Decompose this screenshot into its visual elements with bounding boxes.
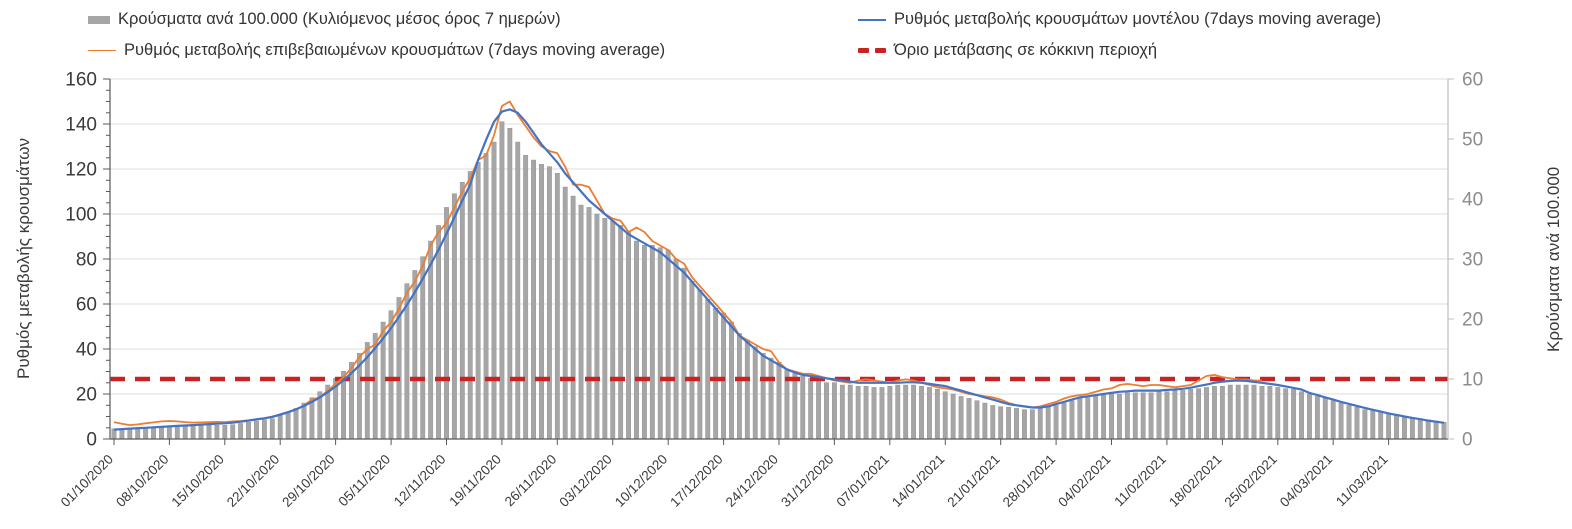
x-axis-tick-label: 21/01/2021 bbox=[944, 452, 1002, 510]
bars-swatch-icon bbox=[88, 15, 110, 24]
legend-label-model-rate: Ρυθμός μεταβολής κρουσμάτων μοντέλου (7d… bbox=[894, 10, 1382, 28]
legend-item-red-threshold: Όριο μετάβασης σε κόκκινη περιοχή bbox=[858, 41, 1157, 60]
right-axis-tick-label: 50 bbox=[1462, 130, 1483, 151]
x-axis-tick-label: 04/03/2021 bbox=[1277, 452, 1335, 510]
x-axis-tick-label: 12/11/2020 bbox=[391, 452, 449, 510]
x-axis-tick-label: 29/10/2020 bbox=[279, 452, 337, 510]
x-axis-tick-label: 04/02/2021 bbox=[1055, 452, 1113, 510]
x-axis-tick-label: 14/01/2021 bbox=[889, 452, 947, 510]
legend-label-red-threshold: Όριο μετάβασης σε κόκκινη περιοχή bbox=[894, 41, 1158, 59]
left-axis-tick-label: 120 bbox=[65, 160, 97, 181]
x-axis-tick-label: 22/10/2020 bbox=[224, 452, 282, 510]
x-axis-tick-label: 28/01/2021 bbox=[1000, 452, 1058, 510]
x-axis-tick-label: 10/12/2020 bbox=[612, 452, 670, 510]
model-line-swatch-icon bbox=[858, 18, 886, 21]
confirmed-rate-line bbox=[113, 100, 1262, 426]
x-axis-tick-label: 11/03/2021 bbox=[1333, 452, 1391, 510]
legend-item-confirmed-rate: Ρυθμός μεταβολής επιβεβαιωμένων κρουσμάτ… bbox=[88, 41, 665, 60]
x-axis-tick-label: 03/12/2020 bbox=[556, 452, 614, 510]
left-axis-tick-label: 140 bbox=[65, 115, 97, 136]
model-rate-line bbox=[113, 108, 1445, 431]
legend-item-model-rate: Ρυθμός μεταβολής κρουσμάτων μοντέλου (7d… bbox=[858, 10, 1381, 29]
x-axis-tick-label: 17/12/2020 bbox=[667, 452, 725, 510]
x-axis-tick-label: 08/10/2020 bbox=[113, 452, 171, 510]
x-axis-tick-label: 05/11/2020 bbox=[336, 452, 394, 510]
x-axis-tick-label: 31/12/2020 bbox=[778, 452, 836, 510]
x-axis-tick-label: 15/10/2020 bbox=[169, 452, 227, 510]
x-axis-tick-label: 26/11/2020 bbox=[502, 452, 560, 510]
right-axis-tick-label: 20 bbox=[1462, 310, 1483, 331]
left-axis-tick-label: 100 bbox=[65, 205, 97, 226]
x-axis-tick-label: 01/10/2020 bbox=[58, 452, 116, 510]
legend-item-cases-bars: Κρούσματα ανά 100.000 (Κυλιόμενος μέσος … bbox=[88, 10, 561, 29]
confirmed-line-swatch-icon bbox=[88, 50, 116, 51]
left-axis-tick-label: 40 bbox=[76, 340, 97, 361]
legend-label-cases-bars: Κρούσματα ανά 100.000 (Κυλιόμενος μέσος … bbox=[118, 10, 561, 28]
x-axis-tick-label: 18/02/2021 bbox=[1166, 452, 1224, 510]
left-axis-tick-label: 20 bbox=[76, 385, 97, 406]
x-axis-tick-label: 07/01/2021 bbox=[834, 452, 892, 510]
axes: 0 20 40 60 80 100 120 140 160 0 10 20 30 40 50 60 01/10/… bbox=[58, 70, 1483, 510]
left-axis-tick-label: 60 bbox=[76, 295, 97, 316]
x-axis-tick-label: 11/02/2021 bbox=[1111, 452, 1169, 510]
left-axis-tick-label: 80 bbox=[76, 250, 97, 271]
left-axis-tick-label: 0 bbox=[86, 430, 97, 451]
left-axis-tick-label: 160 bbox=[65, 70, 97, 91]
x-axis-tick-label: 24/12/2020 bbox=[723, 452, 781, 510]
right-axis-tick-label: 10 bbox=[1462, 370, 1483, 391]
threshold-dash-swatch-icon bbox=[858, 48, 886, 53]
legend-label-confirmed-rate: Ρυθμός μεταβολής επιβεβαιωμένων κρουσμάτ… bbox=[124, 41, 666, 59]
right-axis-tick-label: 0 bbox=[1462, 430, 1473, 451]
right-axis-tick-label: 30 bbox=[1462, 250, 1483, 271]
gridlines bbox=[110, 78, 1448, 395]
right-axis-tick-label: 40 bbox=[1462, 190, 1483, 211]
x-axis-tick-label: 25/02/2021 bbox=[1222, 452, 1280, 510]
right-axis-tick-label: 60 bbox=[1462, 70, 1483, 91]
x-axis-tick-label: 19/11/2020 bbox=[446, 452, 504, 510]
